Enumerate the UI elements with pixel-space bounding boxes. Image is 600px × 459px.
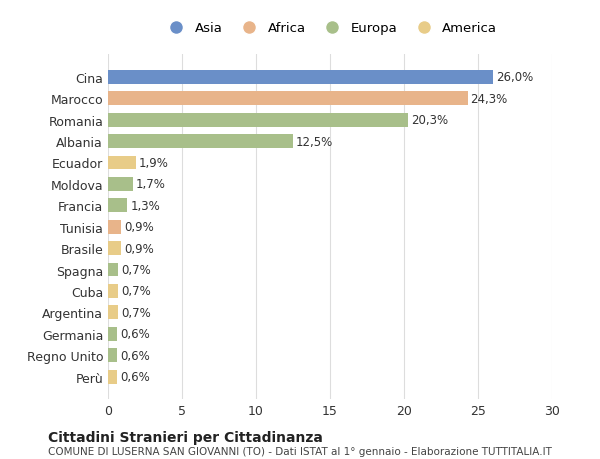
Bar (108, 113, 409, 127)
Bar (108, 348, 117, 362)
Bar (108, 92, 467, 106)
Bar (108, 263, 118, 277)
Bar (108, 284, 118, 298)
Text: 12,5%: 12,5% (296, 135, 333, 148)
Text: 24,3%: 24,3% (470, 93, 508, 106)
Bar (108, 156, 136, 170)
Text: 1,7%: 1,7% (136, 178, 166, 191)
Text: 26,0%: 26,0% (496, 71, 533, 84)
Bar (108, 135, 293, 149)
Text: 0,9%: 0,9% (124, 221, 154, 234)
Text: 0,6%: 0,6% (120, 328, 149, 341)
Legend: Asia, Africa, Europa, America: Asia, Africa, Europa, America (158, 17, 502, 40)
Text: COMUNE DI LUSERNA SAN GIOVANNI (TO) - Dati ISTAT al 1° gennaio - Elaborazione TU: COMUNE DI LUSERNA SAN GIOVANNI (TO) - Da… (48, 447, 552, 456)
Bar (108, 370, 117, 384)
Bar (108, 306, 118, 319)
Bar (108, 71, 493, 84)
Text: 0,7%: 0,7% (121, 306, 151, 319)
Text: 0,6%: 0,6% (120, 370, 149, 383)
Bar (108, 178, 133, 191)
Text: 20,3%: 20,3% (412, 114, 449, 127)
Bar (108, 199, 127, 213)
Text: Cittadini Stranieri per Cittadinanza: Cittadini Stranieri per Cittadinanza (48, 430, 323, 444)
Text: 0,7%: 0,7% (121, 285, 151, 298)
Text: 1,3%: 1,3% (130, 199, 160, 213)
Bar (108, 241, 121, 256)
Text: 1,9%: 1,9% (139, 157, 169, 170)
Bar (108, 327, 117, 341)
Bar (108, 220, 121, 234)
Text: 0,6%: 0,6% (120, 349, 149, 362)
Text: 0,7%: 0,7% (121, 263, 151, 276)
Text: 0,9%: 0,9% (124, 242, 154, 255)
